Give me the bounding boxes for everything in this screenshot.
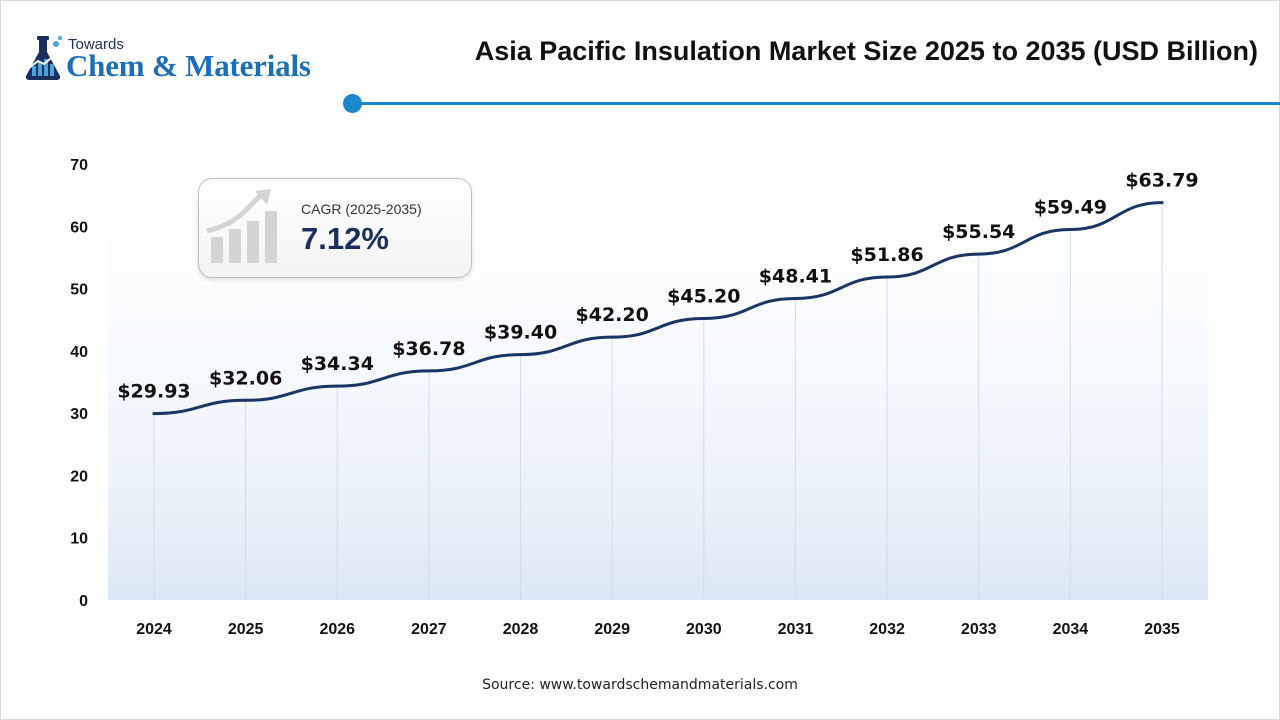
title-underline-dot <box>343 94 362 113</box>
logo-text-towards: Towards <box>68 36 124 53</box>
x-tick-label: 2028 <box>503 621 539 638</box>
x-tick-label: 2027 <box>411 621 447 638</box>
data-labels: $29.93 $32.06 $34.34 $36.78 $39.40 $42.20 $45.… <box>117 170 1198 403</box>
data-point <box>244 398 248 402</box>
data-label: $63.79 <box>1125 170 1198 192</box>
x-tick-label: 2030 <box>686 621 722 638</box>
data-label: $36.78 <box>392 338 465 360</box>
y-tick-label: 60 <box>70 219 88 236</box>
x-tick-label: 2025 <box>228 621 264 638</box>
title-underline <box>352 102 1280 105</box>
data-label: $45.20 <box>667 285 740 307</box>
x-tick-label: 2031 <box>778 621 814 638</box>
y-axis-ticks: 0 10 20 30 40 50 60 70 <box>70 157 88 610</box>
data-label: $59.49 <box>1034 196 1107 218</box>
x-tick-label: 2035 <box>1144 621 1180 638</box>
data-label: $29.93 <box>117 381 190 403</box>
data-point <box>977 252 981 256</box>
y-tick-label: 0 <box>79 593 88 610</box>
x-tick-label: 2033 <box>961 621 997 638</box>
gridlines-group <box>153 202 1163 600</box>
x-tick-label: 2024 <box>136 621 172 638</box>
y-tick-label: 10 <box>70 531 88 548</box>
growth-chart-icon <box>206 189 277 263</box>
y-tick-label: 20 <box>70 468 88 485</box>
data-label: $39.40 <box>484 322 557 344</box>
data-point <box>702 316 706 320</box>
data-point <box>1068 227 1072 231</box>
logo-text-brand: Chem & Materials <box>66 48 311 83</box>
y-tick-label: 70 <box>70 157 88 174</box>
data-point <box>1160 201 1164 205</box>
x-axis-ticks: 2024 2025 2026 2027 2028 2029 2030 2031 2032 2033… <box>136 621 1180 638</box>
data-point <box>427 369 431 373</box>
flask-icon <box>25 36 62 80</box>
data-label: $32.06 <box>209 367 282 389</box>
y-tick-label: 40 <box>70 344 88 361</box>
x-tick-label: 2026 <box>319 621 355 638</box>
y-tick-label: 50 <box>70 282 88 299</box>
data-point <box>793 296 797 300</box>
brand-logo: Towards Chem & Materials <box>20 34 340 86</box>
data-point <box>519 353 523 357</box>
y-tick-label: 30 <box>70 406 88 423</box>
x-tick-label: 2029 <box>594 621 630 638</box>
data-label: $55.54 <box>942 221 1015 243</box>
chart-title: Asia Pacific Insulation Market Size 2025… <box>474 36 1258 66</box>
data-label: $48.41 <box>759 265 832 287</box>
data-point <box>152 412 156 416</box>
x-tick-label: 2032 <box>869 621 905 638</box>
data-label: $34.34 <box>301 353 374 375</box>
source-note: Source: www.towardschemandmaterials.com <box>482 677 798 693</box>
x-tick-label: 2034 <box>1053 621 1089 638</box>
cagr-card: CAGR (2025-2035) 7.12% <box>198 178 472 278</box>
data-label: $51.86 <box>850 244 923 266</box>
cagr-label: CAGR (2025-2035) <box>301 201 422 217</box>
data-label: $42.20 <box>576 304 649 326</box>
data-point <box>610 335 614 339</box>
series-line <box>152 201 1164 416</box>
cagr-value: 7.12% <box>301 221 389 256</box>
data-point <box>885 275 889 279</box>
data-point <box>335 384 339 388</box>
series-line-group <box>152 201 1164 416</box>
